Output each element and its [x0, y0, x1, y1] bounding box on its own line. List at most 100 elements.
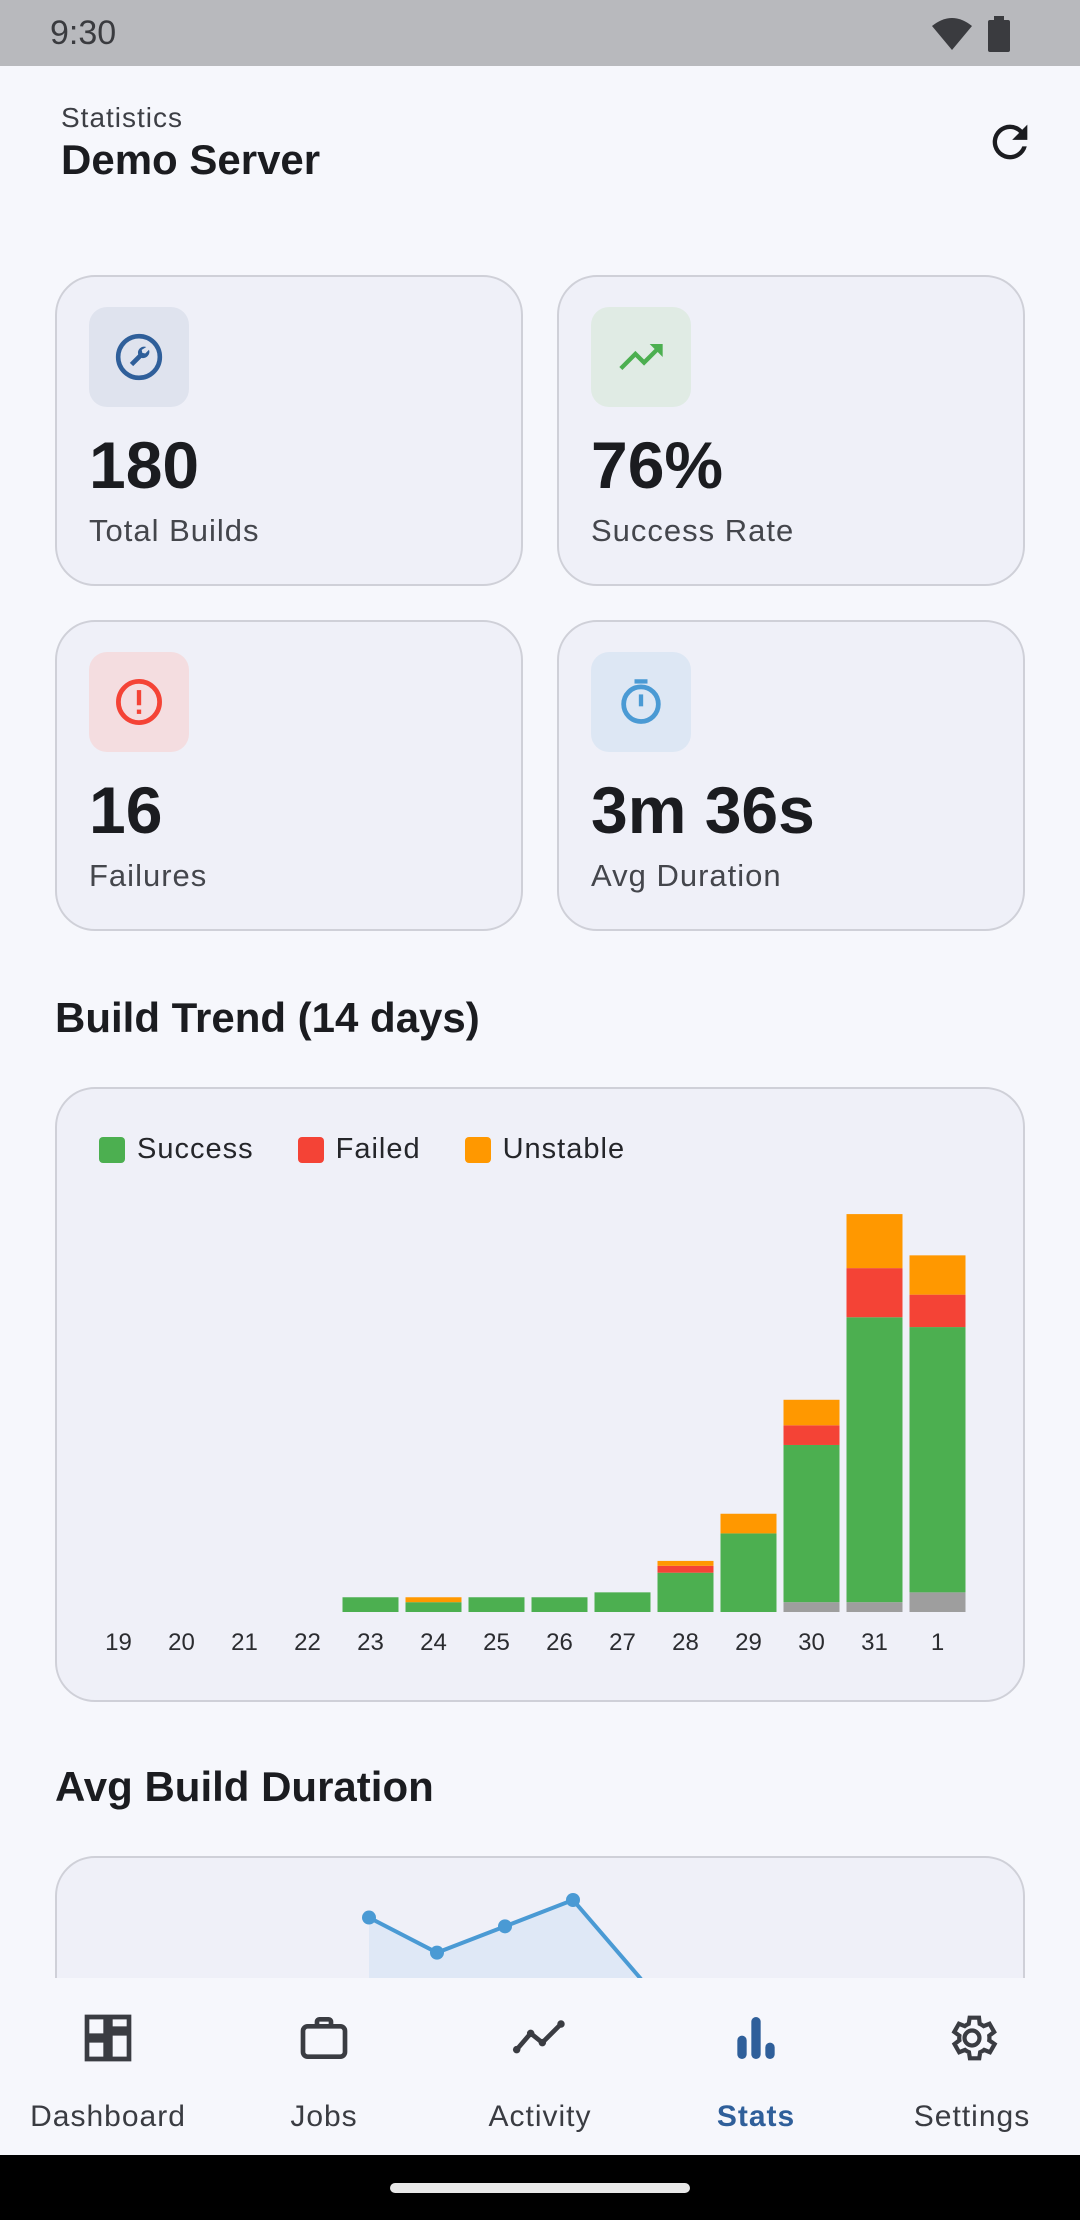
activity-icon — [512, 2020, 565, 2054]
legend-failed: Failed — [297, 1133, 421, 1166]
legend-unstable-swatch — [464, 1136, 491, 1163]
avg-duration-value: 3m 36s — [591, 773, 815, 847]
legend-failed-swatch — [297, 1136, 324, 1163]
failures-icon-container — [89, 652, 189, 752]
refresh-button[interactable] — [980, 112, 1040, 172]
bar-success-1 — [909, 1327, 966, 1593]
legend-failed-label: Failed — [335, 1133, 421, 1165]
x-tick-label: 1 — [931, 1629, 944, 1656]
bar-chart-icon — [737, 2017, 775, 2059]
failures-value: 16 — [89, 773, 163, 847]
bar-success-25 — [468, 1597, 525, 1612]
failures-label: Failures — [89, 858, 208, 893]
duration-point-1 — [430, 1945, 444, 1960]
bar-success-30 — [783, 1444, 840, 1603]
legend-success: Success — [99, 1133, 254, 1166]
avg-duration-icon-container — [591, 652, 691, 752]
bar-success-27 — [594, 1592, 651, 1612]
home-indicator[interactable] — [390, 2183, 690, 2193]
x-tick-label: 31 — [861, 1629, 888, 1656]
timer-icon — [621, 679, 661, 724]
refresh-icon — [992, 124, 1028, 160]
build-trend-card: Success Failed Unstable 19 20 21 22 23 24 25 26… — [55, 1087, 1025, 1702]
bar-unstable-31 — [846, 1214, 903, 1269]
bar-success-26 — [531, 1597, 588, 1612]
total-builds-icon-container — [89, 307, 189, 407]
avg-duration-section-title: Avg Build Duration — [55, 1763, 434, 1810]
trending-up-icon — [619, 344, 663, 370]
briefcase-icon — [300, 2017, 348, 2059]
bar-failed-28 — [657, 1565, 714, 1573]
x-tick-label: 30 — [798, 1629, 825, 1656]
bar-unstable-24 — [405, 1597, 462, 1603]
success-rate-card: 76% Success Rate — [557, 275, 1025, 586]
gesture-bar — [0, 2155, 1080, 2220]
bar-failed-31 — [846, 1268, 903, 1318]
x-tick-label: 23 — [357, 1629, 384, 1656]
nav-label-dashboard: Dashboard — [30, 2100, 186, 2133]
bar-other-31 — [846, 1602, 903, 1612]
bar-success-31 — [846, 1317, 903, 1603]
bar-unstable-30 — [783, 1399, 840, 1426]
success-rate-value: 76% — [591, 428, 724, 502]
app-bar: Statistics Demo Server — [0, 66, 1080, 216]
bar-success-23 — [342, 1597, 399, 1612]
nav-label-jobs: Jobs — [290, 2100, 358, 2133]
failures-card: 16 Failures — [55, 620, 523, 931]
x-tick-label: 27 — [609, 1629, 636, 1656]
success-rate-icon-container — [591, 307, 691, 407]
x-tick-label: 29 — [735, 1629, 762, 1656]
battery-icon — [988, 16, 1010, 52]
duration-point-3 — [566, 1893, 580, 1907]
bar-failed-1 — [909, 1294, 966, 1328]
bar-unstable-1 — [909, 1255, 966, 1295]
bottom-navigation: Dashboard Jobs Activity — [0, 1978, 1080, 2155]
gear-icon — [951, 2015, 998, 2061]
x-tick-label: 19 — [105, 1629, 132, 1656]
nav-item-activity[interactable]: Activity — [432, 1978, 648, 2155]
wrench-icon — [115, 333, 163, 381]
error-circle-icon — [116, 679, 162, 725]
legend-success-label: Success — [137, 1133, 254, 1165]
total-builds-label: Total Builds — [89, 513, 260, 548]
legend-unstable: Unstable — [464, 1133, 626, 1166]
nav-item-stats[interactable]: Stats — [648, 1978, 864, 2155]
dashboard-icon — [84, 2014, 132, 2062]
bar-success-28 — [657, 1572, 714, 1612]
build-trend-title: Build Trend (14 days) — [55, 994, 480, 1041]
x-tick-label: 24 — [420, 1629, 447, 1656]
avg-duration-card: 3m 36s Avg Duration — [557, 620, 1025, 931]
status-time: 9:30 — [50, 14, 117, 52]
bar-unstable-29 — [720, 1513, 777, 1534]
total-builds-value: 180 — [89, 428, 200, 502]
bar-failed-30 — [783, 1425, 840, 1445]
chart-legend: Success Failed Unstable — [99, 1133, 625, 1166]
legend-success-swatch — [99, 1136, 125, 1163]
x-tick-label: 20 — [168, 1629, 195, 1656]
bar-success-24 — [405, 1602, 462, 1612]
page-title: Demo Server — [61, 136, 321, 183]
duration-point-2 — [498, 1919, 512, 1934]
nav-item-jobs[interactable]: Jobs — [216, 1978, 432, 2155]
x-tick-label: 22 — [294, 1629, 321, 1656]
bar-other-1 — [909, 1592, 966, 1612]
x-tick-label: 26 — [546, 1629, 573, 1656]
nav-item-settings[interactable]: Settings — [864, 1978, 1080, 2155]
wifi-icon — [932, 18, 972, 50]
system-icons — [930, 16, 1010, 52]
success-rate-label: Success Rate — [591, 513, 795, 548]
duration-point-0 — [362, 1910, 376, 1925]
nav-label-settings: Settings — [913, 2100, 1031, 2133]
x-tick-label: 25 — [483, 1629, 510, 1656]
total-builds-card: 180 Total Builds — [55, 275, 523, 586]
avg-duration-label: Avg Duration — [591, 858, 782, 893]
build-trend-chart: 19 20 21 22 23 24 25 26 27 28 29 30 31 1 — [105, 1214, 966, 1656]
nav-label-stats: Stats — [716, 2100, 796, 2133]
page-subtitle: Statistics — [61, 102, 184, 133]
nav-item-dashboard[interactable]: Dashboard — [0, 1978, 216, 2155]
legend-unstable-label: Unstable — [502, 1133, 626, 1165]
x-tick-label: 21 — [231, 1629, 258, 1656]
x-tick-label: 28 — [672, 1629, 699, 1656]
nav-label-activity: Activity — [488, 2100, 592, 2133]
bar-success-29 — [720, 1533, 777, 1612]
